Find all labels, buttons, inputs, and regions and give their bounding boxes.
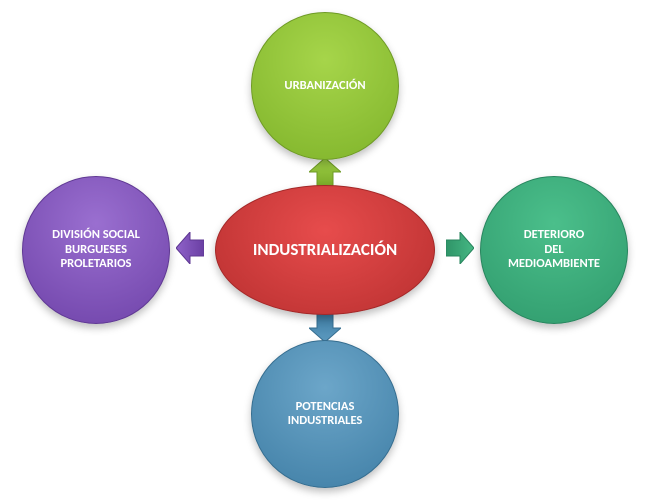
spoke-right: DETERIORO DEL MEDIOAMBIENTE bbox=[480, 176, 628, 324]
arrow-right bbox=[446, 232, 474, 264]
spoke-left: DIVISIÓN SOCIAL BURGUESES PROLETARIOS bbox=[22, 176, 170, 324]
spoke-left-label: DIVISIÓN SOCIAL BURGUESES PROLETARIOS bbox=[52, 228, 140, 271]
arrow-left bbox=[176, 232, 204, 264]
center-label: INDUSTRIALIZACIÓN bbox=[253, 240, 397, 260]
arrow-bottom bbox=[309, 314, 341, 342]
spoke-bottom-label: POTENCIAS INDUSTRIALES bbox=[288, 400, 363, 429]
center-node: INDUSTRIALIZACIÓN bbox=[215, 185, 435, 315]
spoke-right-label: DETERIORO DEL MEDIOAMBIENTE bbox=[508, 228, 600, 271]
spoke-top-label: URBANIZACIÓN bbox=[284, 79, 365, 93]
spoke-bottom: POTENCIAS INDUSTRIALES bbox=[251, 340, 399, 488]
spoke-top: URBANIZACIÓN bbox=[251, 12, 399, 160]
diagram-canvas: INDUSTRIALIZACIÓN URBANIZACIÓN DETERIORO… bbox=[0, 0, 650, 501]
arrow-top bbox=[309, 158, 341, 186]
